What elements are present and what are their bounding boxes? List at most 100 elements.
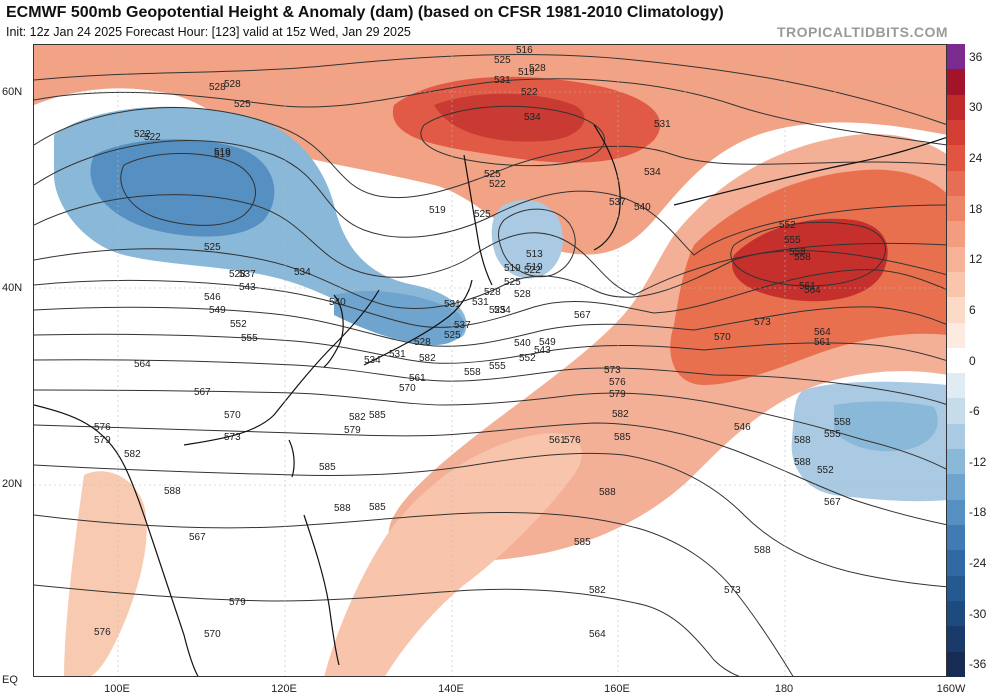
contour-label: 525 xyxy=(504,277,521,288)
contour-label: 564 xyxy=(134,359,151,370)
contour-label: 576 xyxy=(94,627,111,638)
colorbar-segment xyxy=(947,44,965,70)
contour-label: 519 xyxy=(504,263,521,274)
contour-label: 531 xyxy=(444,299,461,310)
contour-label: 570 xyxy=(224,410,241,421)
warm-anomaly-pacific-core xyxy=(732,218,888,302)
contour-line xyxy=(34,306,946,347)
warm-anomaly-north-core-inner xyxy=(434,93,585,142)
colorbar-segment xyxy=(947,525,965,551)
lat-label-20n: 20N xyxy=(2,478,23,490)
contour-label: 582 xyxy=(349,412,366,423)
colorbar-segment xyxy=(947,398,965,425)
contour-label: 558 xyxy=(834,417,851,428)
colorbar-label: -12 xyxy=(969,454,987,469)
contour-label: 537 xyxy=(609,197,626,208)
colorbar-segment xyxy=(947,119,965,146)
contour-label: 585 xyxy=(369,410,386,421)
contour-label: 522 xyxy=(521,87,538,98)
contour-label-layer: 5165195225255285315345285255225195285255… xyxy=(94,45,851,640)
contour-label: 579 xyxy=(94,435,111,446)
contour-label: 573 xyxy=(754,317,771,328)
contour-label: 525 xyxy=(234,99,251,110)
contour-label: 588 xyxy=(164,486,181,497)
contour-label: 588 xyxy=(334,503,351,514)
contour-label: 549 xyxy=(209,305,226,316)
coastline-aleutians xyxy=(673,137,946,206)
coastline-taiwan xyxy=(288,439,295,478)
colorbar-label: 18 xyxy=(969,201,983,216)
contour-line xyxy=(120,153,256,226)
contour-label: 585 xyxy=(574,537,591,548)
contour-label: 552 xyxy=(230,319,247,330)
cold-anomaly-layer xyxy=(54,106,946,502)
contour-label: 543 xyxy=(534,345,551,356)
contour-label: 588 xyxy=(794,457,811,468)
colorbar-segment xyxy=(947,601,965,627)
contour-label: 564 xyxy=(589,629,606,640)
contour-label: 555 xyxy=(784,235,801,246)
contour-label: 579 xyxy=(344,425,361,436)
contour-label: 540 xyxy=(329,297,346,308)
contour-label: 570 xyxy=(399,383,416,394)
contour-label: 522 xyxy=(134,129,151,140)
contour-label: 588 xyxy=(794,435,811,446)
colorbar-segment xyxy=(947,221,965,248)
contour-label: 573 xyxy=(604,365,621,376)
colorbar-segment xyxy=(947,550,965,577)
contour-line xyxy=(34,452,946,588)
contour-label: 549 xyxy=(539,337,556,348)
coastline-korea xyxy=(323,294,344,368)
colorbar-segment xyxy=(947,626,965,653)
map-panel: 516 519 522 525 528 531 534 528 525 522 519 528 525 5… xyxy=(33,44,947,677)
colorbar xyxy=(947,44,965,678)
contour-line xyxy=(34,78,946,146)
contour-label: 579 xyxy=(609,389,626,400)
contour-line xyxy=(34,269,946,328)
warm-anomaly-indochina xyxy=(64,471,147,676)
anomaly-fill-layer xyxy=(34,45,946,676)
colorbar-label: -36 xyxy=(969,657,987,672)
contour-label: 525 xyxy=(489,305,506,316)
coastline-kamchatka xyxy=(593,124,621,251)
colorbar-label: 36 xyxy=(969,49,983,64)
contour-label: 531 xyxy=(494,75,511,86)
contour-label: 519 xyxy=(214,149,231,160)
contour-label: 582 xyxy=(419,353,436,364)
lat-label-40n: 40N xyxy=(2,282,23,294)
contour-label: 579 xyxy=(229,597,246,608)
contour-label: 564 xyxy=(814,327,831,338)
contour-label: 525 xyxy=(204,242,221,253)
contour-line xyxy=(34,140,946,256)
contour-label: 537 xyxy=(454,320,471,331)
contour-label: 567 xyxy=(189,532,206,543)
contour-line xyxy=(34,54,946,125)
contour-label: 555 xyxy=(489,361,506,372)
contour-label: 519 xyxy=(518,67,535,78)
contour-label: 567 xyxy=(574,310,591,321)
contour-line xyxy=(34,512,794,676)
contour-label: 543 xyxy=(239,282,256,293)
contour-label: 552 xyxy=(779,220,796,231)
contour-label: 555 xyxy=(824,429,841,440)
contour-label: 588 xyxy=(599,487,616,498)
colorbar-segment xyxy=(947,195,965,222)
lon-label-140e: 140E xyxy=(438,683,464,695)
contour-label: 531 xyxy=(472,297,489,308)
contour-label: 525 xyxy=(474,209,491,220)
contour-label: 528 xyxy=(414,337,431,348)
contour-label: 516 xyxy=(516,45,533,56)
colorbar-label: 12 xyxy=(969,252,983,267)
coastline-japan xyxy=(363,279,473,366)
coastline-layer xyxy=(34,124,946,676)
contour-label: 561 xyxy=(409,373,426,384)
contour-label: 561 xyxy=(549,435,566,446)
contour-label: 513 xyxy=(526,249,543,260)
contour-label: 546 xyxy=(734,422,751,433)
contour-line xyxy=(34,389,946,470)
contour-line xyxy=(34,248,946,309)
colorbar-segment xyxy=(947,94,965,121)
lat-label-eq: EQ xyxy=(2,674,18,686)
contour-label: 558 xyxy=(794,252,811,263)
coastline-sakhalin xyxy=(463,154,493,286)
